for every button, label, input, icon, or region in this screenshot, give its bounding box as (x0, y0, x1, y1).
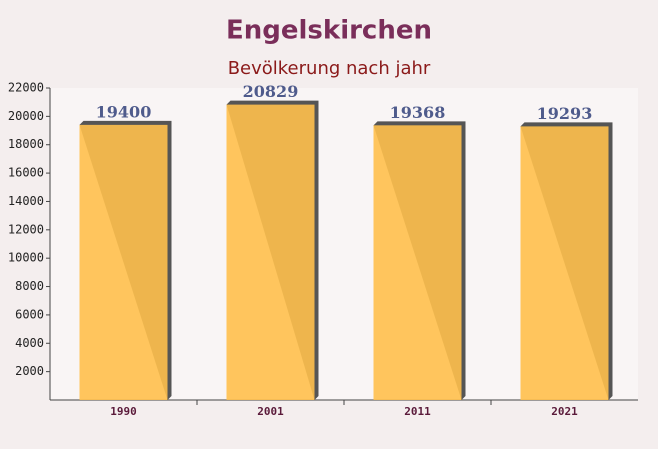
x-tick-label: 2011 (404, 405, 431, 418)
bar (226, 104, 315, 401)
y-tick-label: 6000 (15, 307, 44, 321)
value-label: 19293 (537, 104, 593, 123)
y-tick-label: 8000 (15, 279, 44, 293)
value-label: 20829 (243, 82, 299, 101)
bar (79, 124, 168, 400)
y-tick-label: 2000 (15, 364, 44, 378)
chart-title: Engelskirchen (226, 16, 432, 46)
y-tick-label: 20000 (8, 109, 44, 123)
y-tick-label: 16000 (8, 166, 44, 180)
bar (373, 125, 462, 401)
y-tick-label: 12000 (8, 222, 44, 236)
value-label: 19400 (96, 102, 152, 121)
x-tick-label: 2021 (551, 405, 578, 418)
value-label: 19368 (390, 103, 446, 122)
y-tick-label: 4000 (15, 336, 44, 350)
x-tick-label: 1990 (110, 405, 137, 418)
y-tick-label: 18000 (8, 137, 44, 151)
bar (520, 126, 609, 400)
y-tick-label: 10000 (8, 251, 44, 265)
x-tick-label: 2001 (257, 405, 284, 418)
y-tick-label: 14000 (8, 194, 44, 208)
y-tick-label: 22000 (8, 81, 44, 95)
chart-subtitle: Bevölkerung nach jahr (228, 58, 431, 79)
